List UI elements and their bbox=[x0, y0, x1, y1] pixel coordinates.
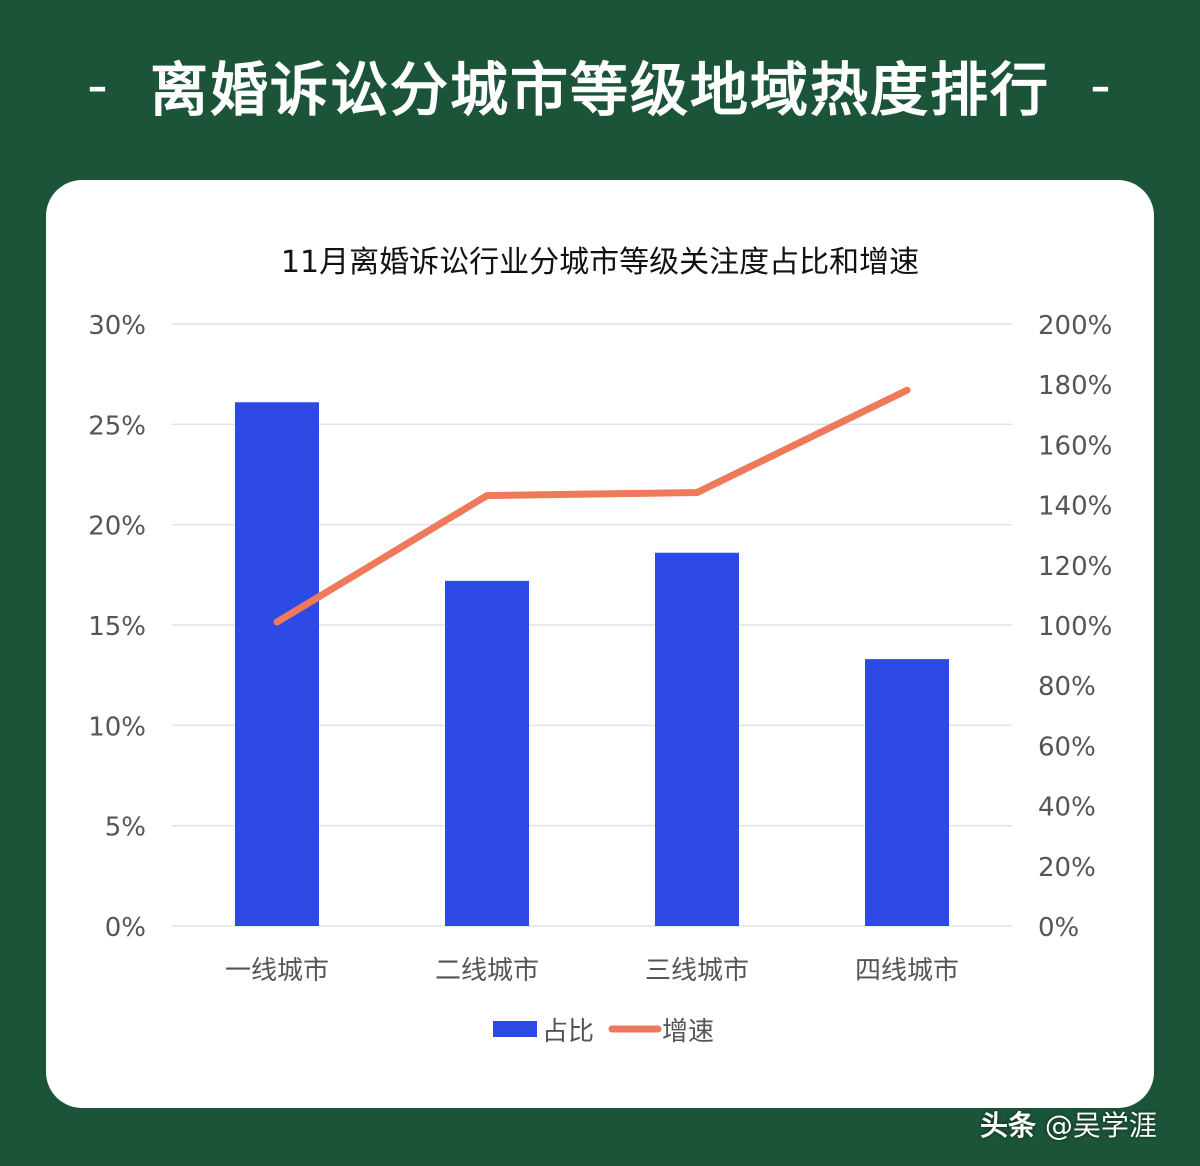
right-axis-tick-label: 140% bbox=[1038, 492, 1112, 522]
right-axis-tick-label: 160% bbox=[1038, 431, 1112, 461]
legend-label-line: 增速 bbox=[662, 1017, 714, 1047]
bar bbox=[445, 580, 529, 926]
right-axis-tick-label: 60% bbox=[1038, 732, 1096, 762]
right-axis-tick-label: 40% bbox=[1038, 793, 1096, 823]
watermark-user: @吴学涯 bbox=[1044, 1109, 1157, 1142]
bar bbox=[655, 552, 739, 926]
chart-title: 11月离婚诉讼行业分城市等级关注度占比和增速 bbox=[281, 245, 919, 280]
left-axis-tick-label: 10% bbox=[88, 712, 146, 742]
growth-line bbox=[273, 386, 911, 626]
left-axis-tick-label: 5% bbox=[105, 813, 146, 843]
bar bbox=[865, 659, 949, 926]
right-axis-tick-label: 180% bbox=[1038, 371, 1112, 401]
right-axis-tick-label: 80% bbox=[1038, 672, 1096, 702]
legend-swatch-bar bbox=[493, 1021, 537, 1037]
page-title: 离婚诉讼分城市等级地域热度排行 bbox=[149, 56, 1050, 124]
page-header: - 离婚诉讼分城市等级地域热度排行 - bbox=[0, 40, 1200, 130]
header-dash-left: - bbox=[87, 51, 110, 119]
category-label: 三线城市 bbox=[645, 956, 749, 986]
chart-card bbox=[46, 180, 1154, 1108]
right-axis-tick-label: 20% bbox=[1038, 853, 1096, 883]
right-axis-tick-label: 120% bbox=[1038, 552, 1112, 582]
category-label: 二线城市 bbox=[435, 956, 539, 986]
watermark: 头条 @吴学涯 bbox=[980, 1104, 1157, 1144]
right-axis-tick-label: 0% bbox=[1038, 913, 1079, 943]
left-axis-tick-label: 15% bbox=[88, 612, 146, 642]
left-axis-tick-label: 0% bbox=[105, 913, 146, 943]
left-axis-tick-label: 30% bbox=[88, 311, 146, 341]
right-axis-tick-label: 100% bbox=[1038, 612, 1112, 642]
left-axis-tick-label: 20% bbox=[88, 512, 146, 542]
header-dash-right: - bbox=[1090, 51, 1113, 119]
right-axis-tick-label: 200% bbox=[1038, 311, 1112, 341]
category-label: 一线城市 bbox=[225, 956, 329, 986]
watermark-brand: 头条 bbox=[980, 1109, 1037, 1142]
bar bbox=[235, 402, 319, 926]
legend-label-bar: 占比 bbox=[542, 1017, 594, 1047]
left-axis-tick-label: 25% bbox=[88, 411, 146, 441]
category-label: 四线城市 bbox=[855, 956, 959, 986]
